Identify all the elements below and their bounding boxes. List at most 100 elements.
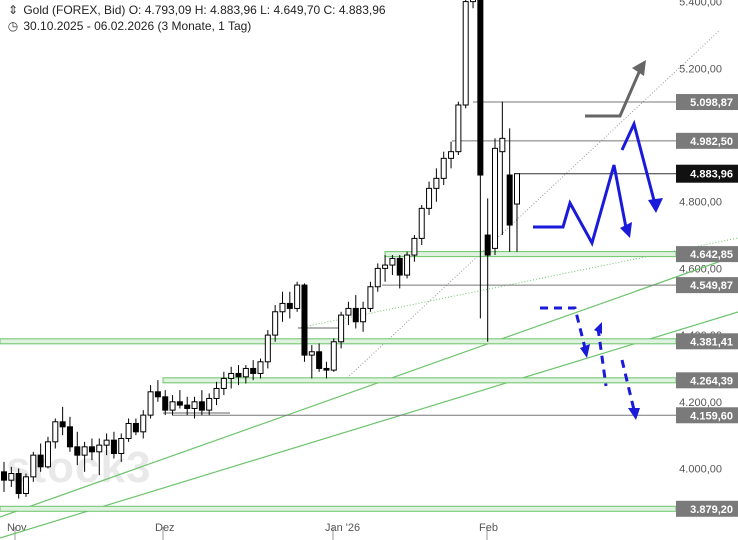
candle-body <box>389 257 396 266</box>
candle-body <box>360 307 367 323</box>
candle-body <box>96 444 103 453</box>
blue-dashed-path <box>596 327 608 387</box>
candle-body <box>66 426 73 448</box>
candle-body <box>81 446 88 456</box>
y-tick-label: 4.200,00 <box>679 397 722 409</box>
candle-body <box>440 157 447 179</box>
blue-arrowhead <box>580 344 590 358</box>
candle-body <box>52 421 59 443</box>
candle-body <box>250 367 257 374</box>
gray-scenario-arrow <box>585 69 642 118</box>
current-price-box <box>676 164 738 183</box>
price-level-label: 4.549,87 <box>690 280 733 292</box>
candle-body <box>492 147 499 249</box>
period-text: 30.10.2025 - 06.02.2026 (3 Monate, 1 Tag… <box>23 19 252 33</box>
chart-header-line1: ⇕ Gold (FOREX, Bid) O: 4.793,09 H: 4.883… <box>6 3 386 17</box>
candle-body <box>301 284 308 356</box>
price-level-box <box>676 94 738 111</box>
candle-body <box>162 396 169 411</box>
candle-body <box>125 422 132 439</box>
candle-body <box>154 391 161 398</box>
price-level-box <box>676 246 738 263</box>
candle-body <box>470 0 477 3</box>
candle-body <box>110 439 117 454</box>
blue-arrowhead <box>628 408 640 420</box>
instrument-ohlc-text: Gold (FOREX, Bid) O: 4.793,09 H: 4.883,9… <box>23 3 386 17</box>
candle-body <box>330 341 337 371</box>
candle-body <box>286 302 293 309</box>
candle-body <box>396 257 403 276</box>
candle-body <box>506 174 513 226</box>
candle-body <box>103 439 110 446</box>
candle-body <box>220 377 227 389</box>
support-level-band <box>162 377 677 384</box>
candle-body <box>367 286 374 309</box>
gray-arrowhead <box>632 60 646 76</box>
candle-body <box>44 441 51 468</box>
candle-body <box>184 404 191 409</box>
price-level-label: 4.159,60 <box>690 410 733 422</box>
x-tick-label: Dez <box>155 522 175 534</box>
candle-body <box>169 401 176 411</box>
candle-body <box>198 401 205 411</box>
support-level-band <box>384 251 677 258</box>
blue-arrowhead <box>620 222 632 238</box>
price-level-label: 4.982,50 <box>690 136 733 148</box>
chart-header-line2: ◷ 30.10.2025 - 06.02.2026 (3 Monate, 1 T… <box>6 19 252 33</box>
candle-body <box>433 177 440 189</box>
candle-body <box>352 307 359 323</box>
blue-arrowhead <box>648 198 663 213</box>
support-level-band <box>0 505 677 512</box>
candle-body <box>338 314 345 343</box>
candle-body <box>418 207 425 239</box>
price-level-box <box>676 372 738 389</box>
candle-body <box>294 284 301 309</box>
x-tick-label: Feb <box>479 522 498 534</box>
y-tick-label: 4.800,00 <box>679 197 722 209</box>
candle-body <box>455 104 462 153</box>
price-level-label: 3.879,20 <box>690 504 733 516</box>
candle-body <box>374 267 381 288</box>
candle-body <box>37 454 44 468</box>
blue-scenario-zigzag-1 <box>533 164 629 247</box>
price-level-box <box>676 277 738 294</box>
clock-icon: ◷ <box>7 19 19 33</box>
candle-body <box>345 307 352 316</box>
trendline-upper <box>0 254 738 518</box>
candle-body <box>323 367 330 371</box>
candle-body <box>228 372 235 379</box>
candle-body <box>140 414 147 433</box>
candle-body <box>213 387 220 399</box>
price-level-label: 4.264,39 <box>690 375 733 387</box>
candle-body <box>448 151 455 159</box>
candle-body <box>235 372 242 378</box>
candle-body <box>279 302 286 313</box>
candle-body <box>411 237 418 256</box>
candle-body <box>30 454 37 478</box>
candle-body <box>426 187 433 209</box>
candle-body <box>382 264 389 269</box>
price-level-box <box>676 132 738 149</box>
x-tick-label: Jan '26 <box>325 522 360 534</box>
blue-scenario-zigzag-2 <box>620 119 658 209</box>
up-down-arrow-icon[interactable]: ⇕ <box>7 3 19 17</box>
candle-body <box>404 254 411 276</box>
blue-dashed-path <box>620 359 636 411</box>
price-level-label: 5.098,87 <box>690 97 733 109</box>
candle-body <box>88 446 95 453</box>
blue-arrowhead <box>594 322 602 334</box>
candle-body <box>147 391 154 416</box>
current-price-label: 4.883,96 <box>690 169 733 181</box>
candle-body <box>264 334 271 363</box>
candle-body <box>132 422 139 433</box>
candle-body <box>257 361 264 374</box>
candle-body <box>316 351 323 369</box>
candle-body <box>514 173 520 205</box>
y-tick-label: 5.200,00 <box>679 63 722 75</box>
price-level-label: 4.381,41 <box>690 336 733 348</box>
price-level-box <box>676 407 738 424</box>
candle-body <box>272 311 279 336</box>
candle-body <box>8 473 15 481</box>
candle-body <box>499 137 506 153</box>
